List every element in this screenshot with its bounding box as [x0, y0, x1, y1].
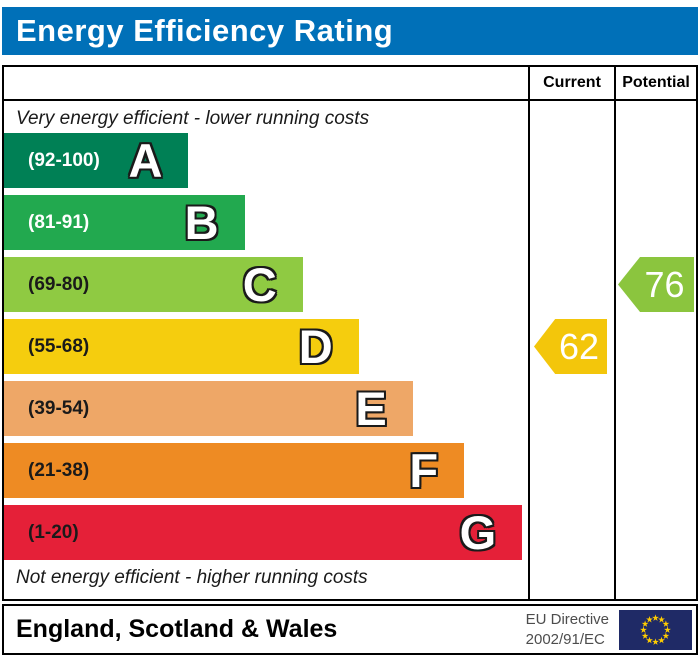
band-bar-b: (81-91) B: [4, 195, 245, 250]
potential-rating-value: 76: [644, 263, 685, 305]
potential-rating-column: 76: [614, 101, 696, 599]
current-rating-arrow: 62: [534, 319, 607, 374]
table-body: Very energy efficient - lower running co…: [4, 101, 696, 599]
top-note: Very energy efficient - lower running co…: [16, 108, 370, 129]
band-bar-a: (92-100) A: [4, 133, 189, 188]
band-range-label: (1-20): [28, 521, 79, 543]
current-column-header: Current: [528, 67, 614, 99]
band-letter: C: [242, 258, 277, 311]
band-bar-f: (21-38) F: [4, 443, 465, 498]
band-row-e: (39-54) E: [4, 381, 528, 436]
band-range-label: (92-100): [28, 149, 100, 171]
band-range-label: (69-80): [28, 273, 90, 295]
band-range-label: (55-68): [28, 335, 90, 357]
band-range-label: (81-91): [28, 211, 90, 233]
band-range-label: (21-38): [28, 459, 90, 481]
band-row-d: (55-68) D: [4, 319, 528, 374]
band-row-a: (92-100) A: [4, 133, 528, 188]
eu-directive-label: EU Directive 2002/91/EC: [526, 610, 609, 649]
table-header-row: Current Potential: [4, 67, 696, 101]
band-letter: F: [409, 444, 439, 497]
current-rating-value: 62: [558, 325, 600, 367]
region-label: England, Scotland & Wales: [16, 615, 338, 643]
band-range-label: (39-54): [28, 397, 90, 419]
band-bar-g: (1-20) G: [4, 505, 523, 560]
eu-directive-line1: EU Directive: [525, 611, 609, 628]
header-spacer: [4, 67, 528, 99]
potential-column-header: Potential: [614, 67, 696, 99]
current-rating-column: 62: [528, 101, 614, 599]
band-letter: E: [355, 382, 387, 435]
band-row-b: (81-91) B: [4, 195, 528, 250]
eu-flag-icon: [619, 609, 692, 650]
band-bar-c: (69-80) C: [4, 257, 303, 312]
band-row-c: (69-80) C: [4, 257, 528, 312]
footer-bar: England, Scotland & Wales EU Directive 2…: [2, 604, 698, 655]
band-letter: A: [128, 134, 163, 187]
energy-rating-table: Current Potential Very energy efficient …: [2, 65, 698, 601]
band-row-f: (21-38) F: [4, 443, 528, 498]
band-letter: G: [459, 506, 497, 559]
bands-column: Very energy efficient - lower running co…: [4, 101, 528, 599]
eu-directive-line2: 2002/91/EC: [525, 630, 605, 648]
page-title: Energy Efficiency Rating: [2, 7, 698, 55]
bottom-note: Not energy efficient - higher running co…: [16, 567, 368, 588]
band-letter: D: [298, 320, 333, 373]
band-bar-d: (55-68) D: [4, 319, 359, 374]
band-row-g: (1-20) G: [4, 505, 528, 560]
band-letter: B: [184, 196, 219, 249]
potential-rating-arrow: 76: [618, 257, 694, 312]
band-bar-e: (39-54) E: [4, 381, 413, 436]
